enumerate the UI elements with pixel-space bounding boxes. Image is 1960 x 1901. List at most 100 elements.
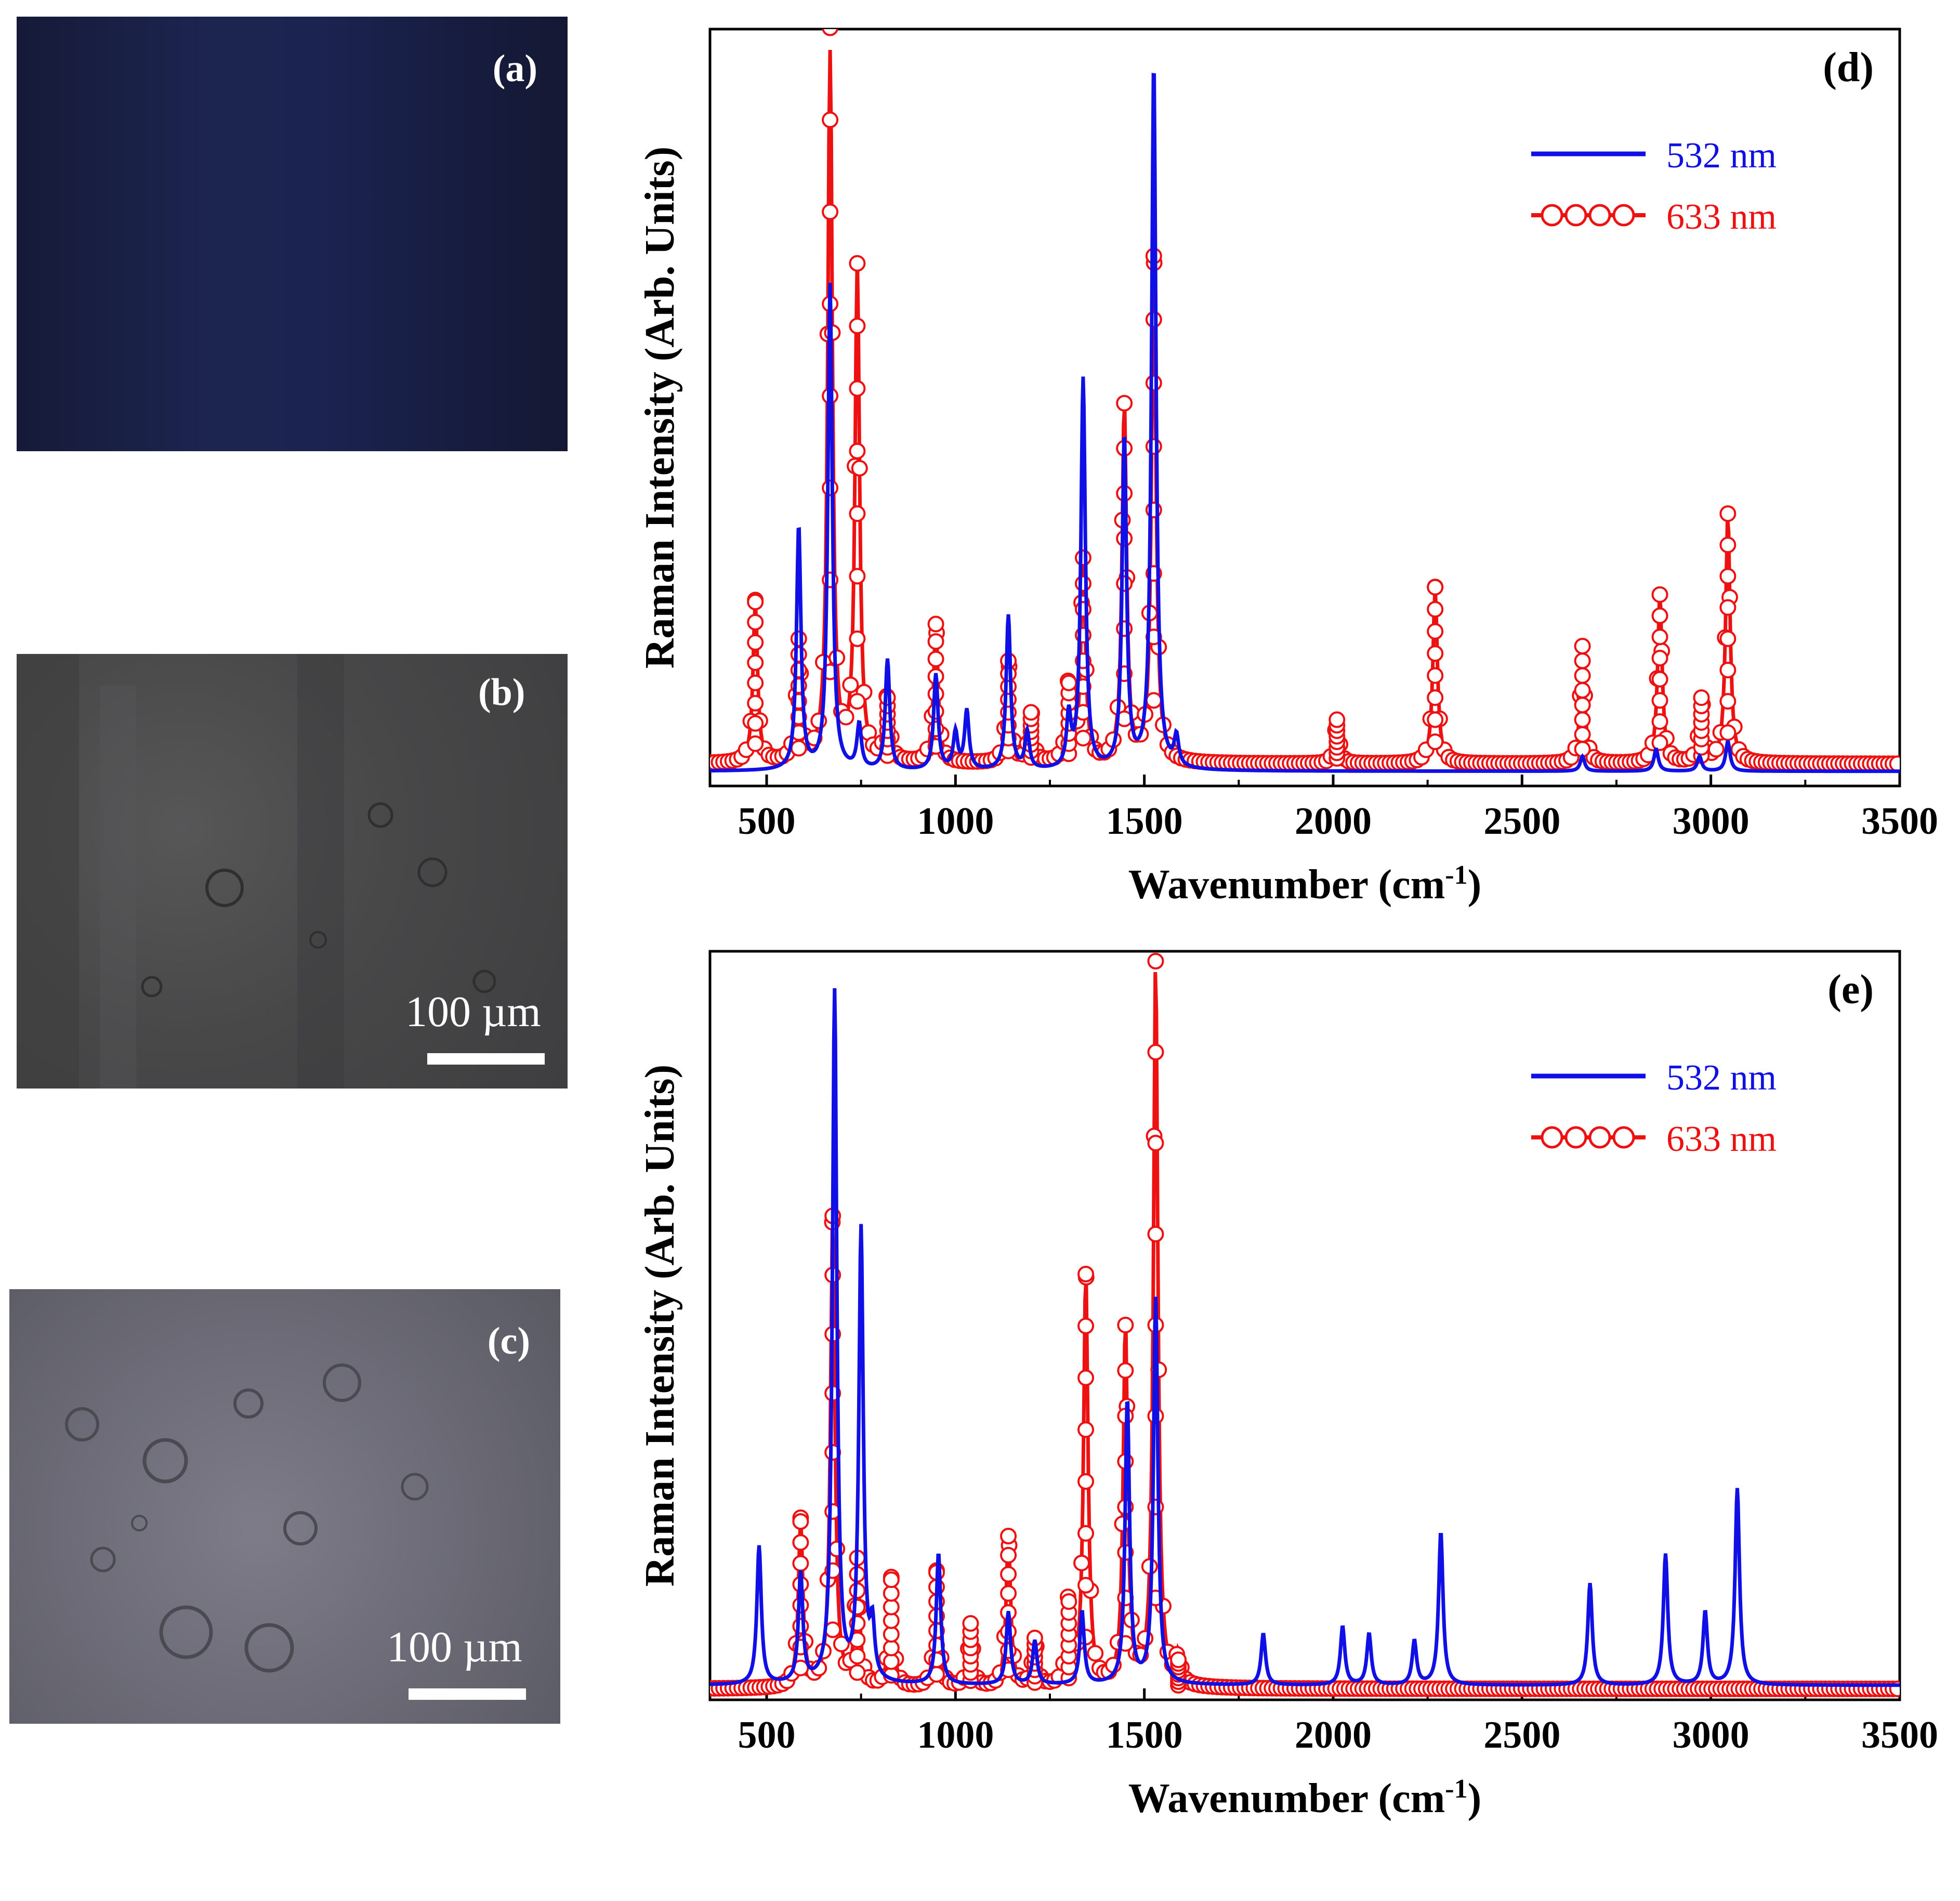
data-point-633nm (849, 255, 866, 272)
data-point-633nm (1000, 1528, 1017, 1544)
data-point-633nm (1427, 711, 1444, 728)
x-tick-label: 3000 (1673, 1714, 1749, 1756)
x-tick-label: 2500 (1483, 1714, 1560, 1756)
data-point-633nm (927, 615, 944, 633)
series-line-532nm (710, 988, 1900, 1687)
data-point-633nm (792, 1618, 809, 1635)
data-point-633nm (837, 709, 854, 726)
data-point-633nm (822, 111, 839, 128)
data-point-633nm (792, 1513, 809, 1530)
data-point-633nm (1147, 953, 1164, 969)
legend-marker-633nm (1564, 204, 1587, 227)
legend-marker-633nm (1612, 204, 1635, 227)
x-tick-label: 500 (738, 800, 796, 843)
plot-frame (708, 950, 1901, 1701)
y-axis-label: Raman Intensity (Arb. Units) (637, 147, 683, 669)
data-point-633nm (1145, 692, 1162, 709)
data-point-633nm (1077, 1577, 1095, 1594)
data-point-633nm (849, 1648, 866, 1664)
micrograph-b-texture (17, 654, 496, 1089)
data-point-633nm (1077, 1525, 1095, 1542)
micrograph-a: (a) (17, 17, 568, 451)
data-point-633nm (790, 646, 807, 663)
data-point-633nm (1077, 1369, 1095, 1386)
data-point-633nm (1077, 1317, 1095, 1334)
legend-marker-633nm (1588, 204, 1611, 227)
data-point-633nm (1427, 645, 1444, 662)
scalebar-label-b: 100 µm (405, 988, 541, 1036)
data-point-633nm (1719, 599, 1737, 616)
data-point-633nm (883, 1598, 900, 1616)
data-point-633nm (1651, 586, 1668, 603)
data-point-633nm (1077, 1473, 1095, 1490)
data-point-633nm (1574, 681, 1591, 699)
data-point-633nm (1114, 1515, 1131, 1532)
data-point-633nm (1574, 652, 1591, 670)
data-point-633nm (849, 568, 866, 585)
data-point-633nm (1574, 726, 1591, 743)
data-point-633nm (747, 674, 764, 691)
data-point-633nm (851, 460, 868, 477)
data-point-633nm (790, 630, 807, 647)
scalebar-b (427, 1053, 545, 1065)
data-point-633nm (883, 1571, 900, 1588)
data-point-633nm (1074, 729, 1091, 746)
micrograph-c-texture (65, 1364, 429, 1673)
data-point-633nm (927, 633, 944, 650)
x-axis-label: Wavenumber (cm-1) (1128, 1774, 1482, 1822)
data-point-633nm (822, 29, 838, 36)
data-point-633nm (1719, 661, 1737, 678)
data-point-633nm (1116, 395, 1133, 412)
data-point-633nm (1147, 1044, 1164, 1060)
data-point-633nm (1574, 667, 1591, 684)
legend-label-532nm: 532 nm (1666, 1058, 1777, 1098)
data-point-633nm (747, 654, 764, 671)
data-point-633nm (1427, 601, 1444, 618)
data-point-633nm (883, 1626, 900, 1643)
data-point-633nm (747, 735, 764, 752)
data-point-633nm (792, 1534, 809, 1551)
data-point-633nm (1427, 689, 1444, 706)
data-point-633nm (1719, 693, 1737, 710)
data-point-633nm (1651, 649, 1668, 666)
data-point-633nm (849, 1598, 866, 1616)
data-point-633nm (1427, 579, 1444, 596)
data-point-633nm (1147, 1499, 1164, 1515)
legend-marker-633nm (1564, 1126, 1587, 1149)
data-point-633nm (1170, 1651, 1187, 1668)
x-tick-label: 1000 (917, 1714, 994, 1756)
data-point-633nm (883, 1585, 900, 1602)
data-point-633nm (927, 650, 944, 667)
data-point-633nm (1719, 536, 1737, 554)
data-point-633nm (747, 694, 764, 712)
data-point-633nm (1427, 667, 1444, 684)
data-point-633nm (1145, 374, 1162, 391)
data-point-633nm (1117, 1362, 1134, 1379)
panel-label-b: (b) (478, 671, 525, 714)
data-point-633nm (842, 676, 859, 693)
data-point-633nm (1719, 724, 1737, 741)
panel-label: (e) (1827, 967, 1874, 1013)
data-point-633nm (1651, 628, 1668, 646)
data-point-633nm (849, 505, 866, 522)
data-point-633nm (1147, 1226, 1164, 1242)
data-point-633nm (1077, 1266, 1095, 1282)
legend-marker-633nm (1612, 1126, 1635, 1149)
x-tick-label: 1000 (917, 800, 994, 843)
data-point-633nm (824, 1621, 841, 1638)
data-point-633nm (822, 203, 839, 220)
data-point-633nm (883, 1653, 900, 1670)
micrograph-b: 100 µm (17, 654, 568, 1089)
data-point-633nm (1651, 713, 1668, 730)
data-point-633nm (747, 594, 764, 610)
data-point-633nm (747, 613, 764, 631)
legend-marker-633nm (1541, 204, 1563, 227)
data-point-633nm (1707, 741, 1725, 758)
legend-marker-633nm (1588, 1126, 1611, 1149)
data-point-633nm (1719, 630, 1737, 647)
x-tick-label: 3000 (1673, 800, 1749, 843)
x-tick-label: 3500 (1861, 1714, 1938, 1756)
data-point-633nm (1719, 505, 1737, 522)
data-point-633nm (1000, 1585, 1017, 1602)
raman-chart-d: 500 1000 1500 2000 2500 3000 3500 Wavenumber (c… (637, 28, 1938, 908)
